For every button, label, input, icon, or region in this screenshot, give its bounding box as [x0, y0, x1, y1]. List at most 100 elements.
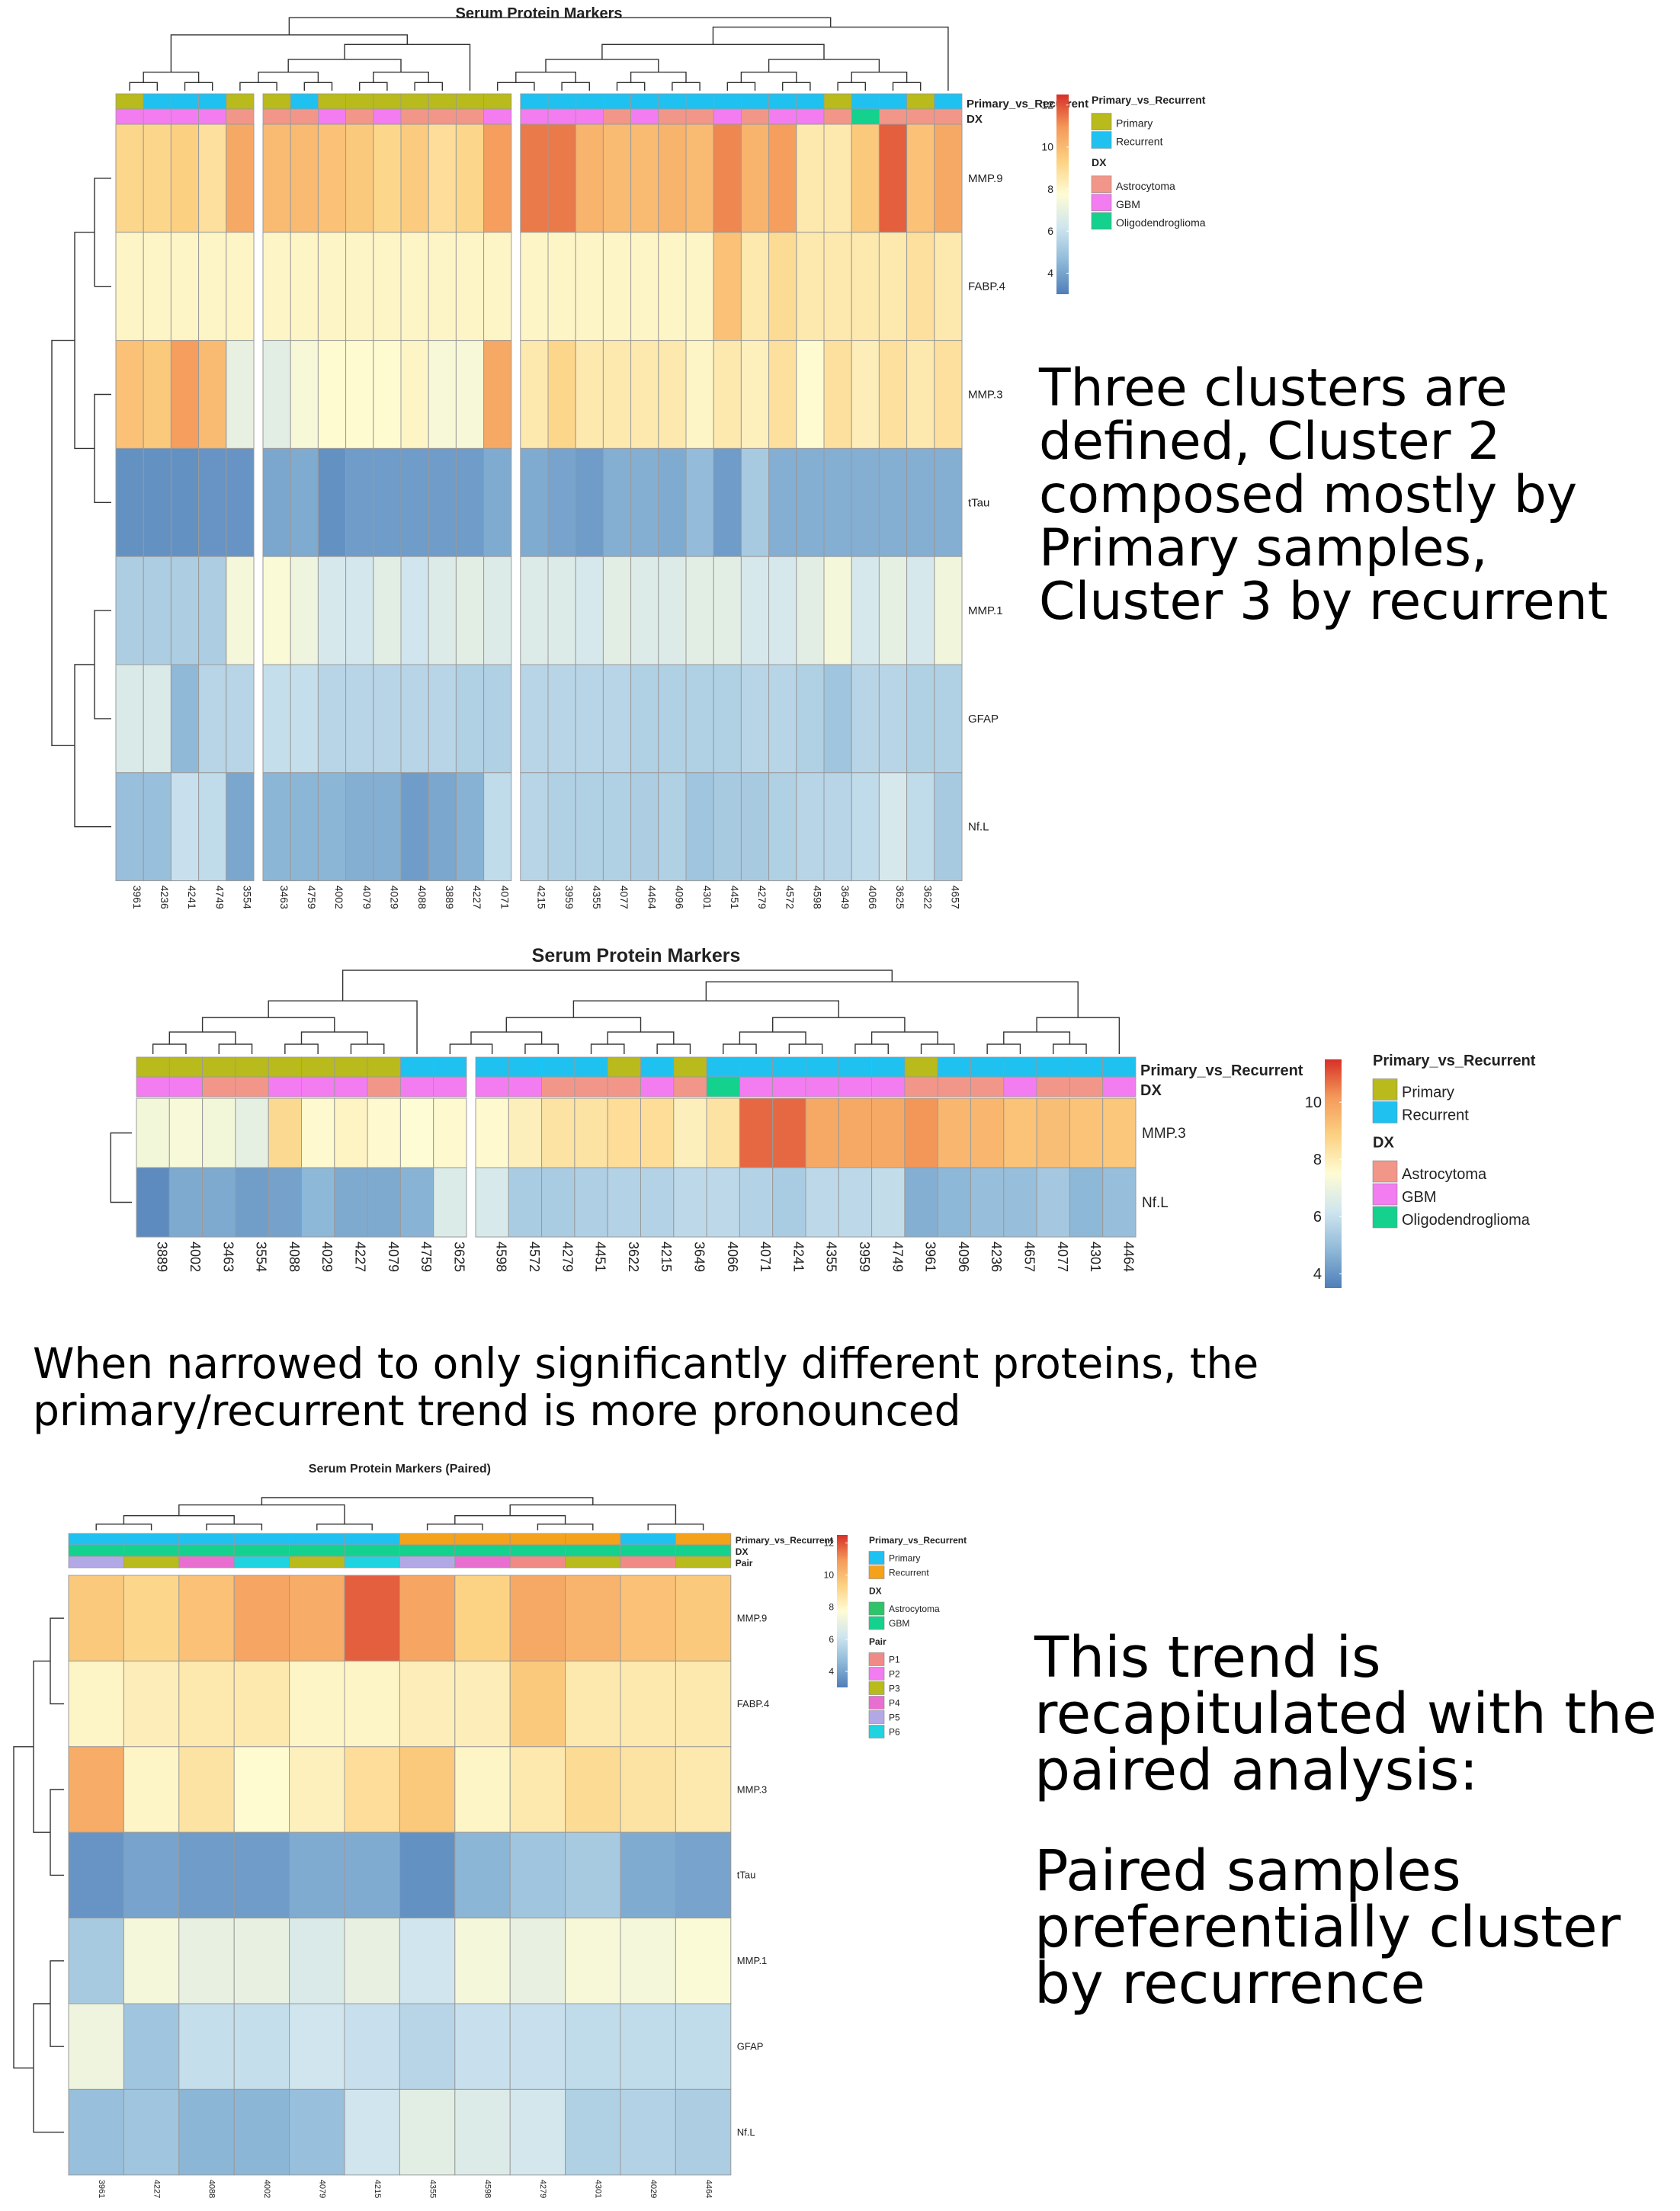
heatmap-cell — [400, 772, 429, 882]
row-label: tTau — [737, 1870, 756, 1881]
column-dendrogram — [601, 43, 825, 59]
column-dendrogram — [470, 1031, 543, 1045]
heatmap-cell — [520, 556, 549, 665]
annotation-cell-dx — [475, 1076, 509, 1097]
annotation-cell-primary_vs_recurrent — [685, 93, 714, 110]
legend-title: Primary_vs_Recurrent — [1373, 1053, 1536, 1069]
heatmap-cell — [317, 232, 347, 341]
legend-title: DX — [869, 1586, 882, 1597]
heatmap-cell — [630, 340, 659, 449]
heatmap-cell — [262, 772, 291, 882]
heatmap-cell — [233, 1746, 290, 1833]
legend-title: Pair — [869, 1636, 886, 1647]
annotation-cell-pair — [454, 1556, 511, 1569]
heatmap-cell — [823, 340, 852, 449]
heatmap-cell — [399, 1746, 456, 1833]
legend-item-label: Astrocytoma — [889, 1604, 940, 1614]
heatmap-cell — [68, 2003, 124, 2090]
column-label: 3463 — [220, 1242, 236, 1272]
annotation-cell-primary_vs_recurrent — [1003, 1056, 1037, 1078]
heatmap-cell — [620, 1575, 676, 1661]
heatmap-cell — [713, 664, 742, 774]
column-label: 4079 — [386, 1242, 401, 1272]
row-dendrogram — [110, 1132, 132, 1203]
heatmap-cell — [483, 772, 512, 882]
heatmap-cell — [620, 2088, 676, 2176]
heatmap-cell — [685, 772, 714, 882]
annotation-cell-primary_vs_recurrent — [289, 1533, 345, 1546]
heatmap-cell — [713, 340, 742, 449]
heatmap-cell — [198, 340, 227, 449]
column-dendrogram — [316, 1524, 373, 1530]
column-label: 4451 — [729, 886, 741, 909]
annotation-cell-primary_vs_recurrent — [399, 1533, 456, 1546]
heatmap-cell — [289, 1746, 345, 1833]
annotation-cell-primary_vs_recurrent — [620, 1533, 676, 1546]
column-label: 4759 — [418, 1242, 434, 1272]
heatmap-cell — [317, 772, 347, 882]
heatmap-cell — [334, 1097, 368, 1168]
column-dendrogram — [768, 59, 880, 72]
column-label: 3554 — [242, 886, 254, 909]
column-dendrogram — [344, 43, 471, 91]
annotation-cell-primary_vs_recurrent — [541, 1056, 575, 1078]
heatmap-cell — [575, 232, 604, 341]
column-label: 4079 — [361, 886, 373, 909]
heatmap-cell — [136, 1167, 170, 1238]
heatmap-cell — [143, 232, 172, 341]
row-dendrogram — [13, 1746, 34, 2068]
heatmap-cell — [906, 772, 935, 882]
heatmap-cell — [290, 340, 319, 449]
column-dendrogram — [726, 82, 756, 91]
heatmap-cell — [123, 1831, 180, 1919]
annotation-cell-dx — [541, 1076, 575, 1097]
scale-tick-label: 6 — [829, 1634, 834, 1645]
heatmap-cell — [433, 1097, 467, 1168]
heatmap-cell — [547, 772, 576, 882]
heatmap-cell — [620, 2003, 676, 2090]
column-dendrogram — [572, 1000, 839, 1018]
heatmap-cell — [454, 1746, 511, 1833]
row-dendrogram — [50, 1617, 64, 1705]
annotation-cell-primary_vs_recurrent — [970, 1056, 1005, 1078]
row-label: MMP.3 — [968, 389, 1003, 402]
heatmap-cell — [136, 1097, 170, 1168]
heatmap-cell — [541, 1167, 575, 1238]
column-label: 4227 — [471, 886, 483, 909]
annotation-cell-dx — [317, 108, 346, 125]
column-label: 3961 — [97, 2180, 106, 2198]
heatmap-cell — [345, 232, 374, 341]
legend-title: Primary_vs_Recurrent — [869, 1535, 967, 1546]
heatmap-cell — [620, 1660, 676, 1748]
heatmap-cell — [713, 232, 742, 341]
column-label: 4355 — [428, 2180, 437, 2198]
legend-item-label: Astrocytoma — [1402, 1166, 1487, 1183]
heatmap-cell — [675, 2003, 732, 2090]
scale-tick-label: 10 — [1041, 141, 1053, 153]
heatmap-cell — [483, 340, 512, 449]
annotation-cell-dx — [509, 1544, 566, 1557]
heatmap-cell — [565, 1831, 621, 1919]
annotation-cell-dx — [456, 108, 485, 125]
annotation-cell-primary_vs_recurrent — [202, 1056, 236, 1078]
heatmap-cell — [143, 123, 172, 233]
annotation-cell-primary_vs_recurrent — [796, 93, 825, 110]
column-dendrogram — [1036, 1017, 1121, 1054]
caption-paired-trend: This trend is recapitulated with the pai… — [1034, 1625, 1657, 1803]
annotation-cell-primary_vs_recurrent — [178, 1533, 235, 1546]
heatmap-cell — [574, 1167, 608, 1238]
heatmap-cell — [483, 123, 512, 233]
heatmap-cell — [428, 340, 457, 449]
column-label: 4464 — [704, 2180, 713, 2198]
annotation-cell-primary_vs_recurrent — [170, 93, 199, 110]
annotation-cell-primary_vs_recurrent — [520, 93, 549, 110]
heatmap-cell — [565, 1660, 621, 1748]
legend-item-label: Recurrent — [1402, 1107, 1469, 1124]
heatmap-cell — [740, 772, 770, 882]
annotation-cell-dx — [334, 1076, 368, 1097]
annotation-cell-primary_vs_recurrent — [673, 1056, 707, 1078]
column-dendrogram — [739, 1031, 806, 1045]
heatmap-cell — [262, 232, 291, 341]
annotation-cell-dx — [454, 1544, 511, 1557]
annotation-cell-dx — [904, 1076, 938, 1097]
